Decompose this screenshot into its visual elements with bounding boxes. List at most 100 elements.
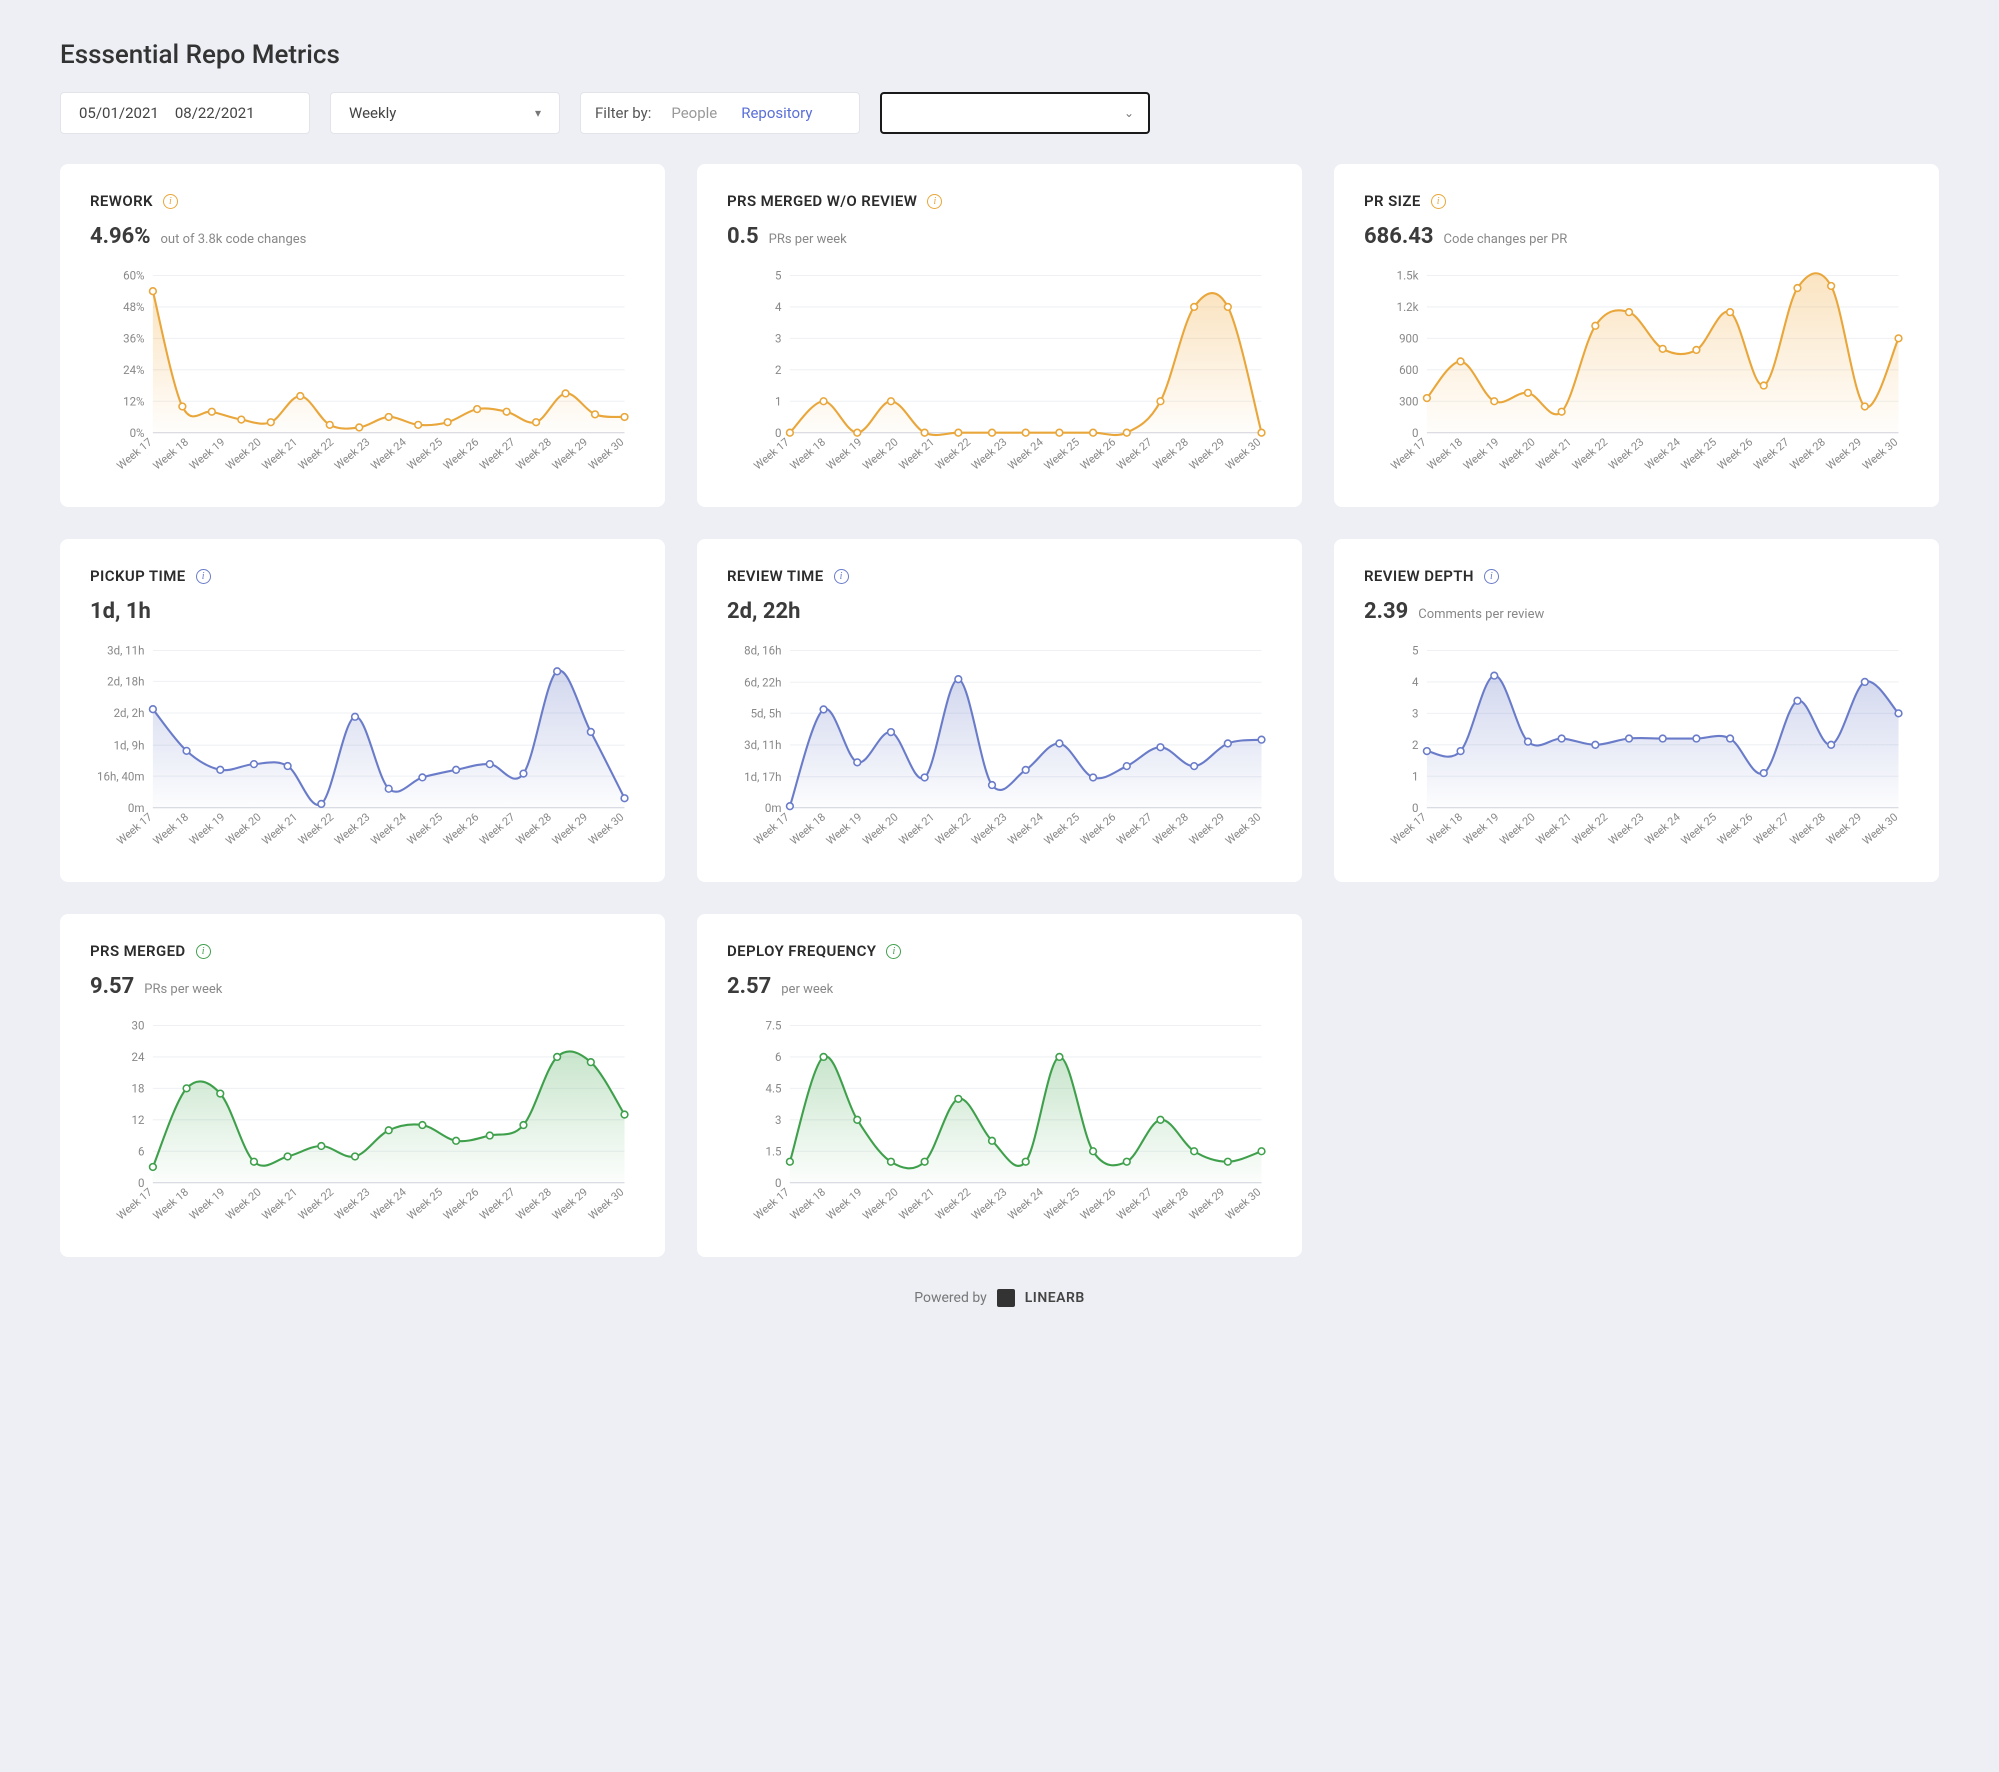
repository-select[interactable]: ⌄ <box>880 92 1150 134</box>
svg-text:Week 17: Week 17 <box>114 811 154 848</box>
svg-text:Week 17: Week 17 <box>1388 811 1428 848</box>
svg-text:Week 18: Week 18 <box>788 811 828 848</box>
svg-text:300: 300 <box>1399 394 1418 408</box>
controls-row: 05/01/2021 08/22/2021 Weekly ▾ Filter by… <box>60 92 1939 134</box>
svg-text:Week 24: Week 24 <box>1642 436 1682 473</box>
info-icon[interactable]: i <box>834 569 849 584</box>
svg-text:Week 27: Week 27 <box>477 436 517 473</box>
svg-text:Week 27: Week 27 <box>1114 1186 1154 1223</box>
svg-text:1d, 9h: 1d, 9h <box>114 738 145 752</box>
svg-text:Week 23: Week 23 <box>332 1186 372 1223</box>
svg-text:Week 24: Week 24 <box>1005 1186 1045 1223</box>
interval-select[interactable]: Weekly ▾ <box>330 92 560 134</box>
svg-text:900: 900 <box>1399 332 1418 346</box>
stat-value: 2.39 <box>1364 599 1408 624</box>
svg-text:4.5: 4.5 <box>766 1082 783 1096</box>
svg-text:1.5: 1.5 <box>766 1145 783 1159</box>
svg-text:Week 21: Week 21 <box>1533 811 1573 848</box>
svg-text:Week 25: Week 25 <box>1042 436 1082 473</box>
svg-text:Week 25: Week 25 <box>1679 811 1719 848</box>
svg-text:Week 30: Week 30 <box>1223 436 1263 473</box>
info-icon[interactable]: i <box>196 944 211 959</box>
stat-sub: per week <box>781 982 833 997</box>
svg-text:Week 24: Week 24 <box>1005 436 1045 473</box>
card-title: PR SIZE <box>1364 192 1421 210</box>
svg-text:1.2k: 1.2k <box>1397 300 1419 314</box>
svg-text:60%: 60% <box>123 269 144 283</box>
svg-text:48%: 48% <box>123 300 144 314</box>
svg-text:Week 19: Week 19 <box>187 436 227 473</box>
footer: Powered by LINEARB <box>60 1289 1939 1307</box>
info-icon[interactable]: i <box>163 194 178 209</box>
svg-text:Week 20: Week 20 <box>1497 436 1537 473</box>
svg-text:Week 18: Week 18 <box>788 1186 828 1223</box>
stat-sub: PRs per week <box>769 232 847 247</box>
svg-text:2: 2 <box>1412 738 1419 752</box>
svg-text:Week 26: Week 26 <box>441 1186 481 1223</box>
svg-text:Week 28: Week 28 <box>1150 436 1190 473</box>
svg-text:30: 30 <box>132 1019 145 1033</box>
svg-text:Week 18: Week 18 <box>151 1186 191 1223</box>
svg-text:Week 26: Week 26 <box>1715 436 1755 473</box>
stat-value: 2.57 <box>727 974 771 999</box>
svg-text:24%: 24% <box>123 363 144 377</box>
svg-text:Week 29: Week 29 <box>1187 436 1227 473</box>
svg-text:Week 20: Week 20 <box>860 811 900 848</box>
svg-text:3: 3 <box>775 1113 781 1127</box>
info-icon[interactable]: i <box>1484 569 1499 584</box>
svg-text:Week 26: Week 26 <box>441 436 481 473</box>
svg-text:Week 29: Week 29 <box>550 811 590 848</box>
svg-text:Week 19: Week 19 <box>187 1186 227 1223</box>
card-prs-merged: PRS MERGEDi9.57PRs per week0612182430Wee… <box>60 914 665 1257</box>
svg-text:4: 4 <box>775 300 782 314</box>
svg-text:2: 2 <box>775 363 782 377</box>
svg-text:Week 19: Week 19 <box>824 1186 864 1223</box>
info-icon[interactable]: i <box>1431 194 1446 209</box>
svg-text:Week 28: Week 28 <box>513 436 553 473</box>
card-deploy-frequency: DEPLOY FREQUENCYi2.57per week01.534.567.… <box>697 914 1302 1257</box>
svg-text:Week 17: Week 17 <box>751 811 791 848</box>
svg-text:Week 24: Week 24 <box>1642 811 1682 848</box>
svg-text:Week 21: Week 21 <box>259 1186 299 1223</box>
svg-text:Week 22: Week 22 <box>296 811 336 848</box>
card-title: PRS MERGED W/O REVIEW <box>727 192 917 210</box>
svg-text:Week 26: Week 26 <box>1078 811 1118 848</box>
svg-text:Week 29: Week 29 <box>1824 811 1864 848</box>
date-range-picker[interactable]: 05/01/2021 08/22/2021 <box>60 92 310 134</box>
svg-text:5d, 5h: 5d, 5h <box>751 706 782 720</box>
svg-text:Week 29: Week 29 <box>1187 1186 1227 1223</box>
svg-text:1d, 17h: 1d, 17h <box>744 770 781 784</box>
svg-text:Week 23: Week 23 <box>1606 436 1646 473</box>
info-icon[interactable]: i <box>886 944 901 959</box>
svg-text:5: 5 <box>775 269 782 283</box>
svg-text:Week 30: Week 30 <box>1860 436 1900 473</box>
svg-text:18: 18 <box>132 1082 145 1096</box>
svg-text:Week 19: Week 19 <box>1461 436 1501 473</box>
svg-text:Week 28: Week 28 <box>513 1186 553 1223</box>
page-title: Esssential Repo Metrics <box>60 40 1939 70</box>
filter-people[interactable]: People <box>671 104 717 122</box>
date-from: 05/01/2021 <box>79 104 159 122</box>
footer-prefix: Powered by <box>914 1290 987 1306</box>
svg-text:24: 24 <box>132 1050 145 1064</box>
info-icon[interactable]: i <box>927 194 942 209</box>
stat-value: 2d, 22h <box>727 599 800 624</box>
svg-text:Week 21: Week 21 <box>259 436 299 473</box>
svg-text:Week 21: Week 21 <box>896 1186 936 1223</box>
svg-text:Week 20: Week 20 <box>223 436 263 473</box>
svg-text:7.5: 7.5 <box>766 1019 783 1033</box>
svg-text:1: 1 <box>1412 770 1418 784</box>
filter-repository[interactable]: Repository <box>741 104 812 122</box>
svg-text:Week 20: Week 20 <box>223 1186 263 1223</box>
card-review-depth: REVIEW DEPTHi2.39Comments per review0123… <box>1334 539 1939 882</box>
info-icon[interactable]: i <box>196 569 211 584</box>
svg-text:Week 21: Week 21 <box>1533 436 1573 473</box>
svg-text:Week 30: Week 30 <box>1860 811 1900 848</box>
card-pr-size: PR SIZEi686.43Code changes per PR0300600… <box>1334 164 1939 507</box>
svg-text:Week 21: Week 21 <box>259 811 299 848</box>
filter-label: Filter by: <box>595 104 651 122</box>
svg-text:3d, 11h: 3d, 11h <box>744 738 781 752</box>
filter-box: Filter by: People Repository <box>580 92 860 134</box>
svg-text:Week 26: Week 26 <box>1078 436 1118 473</box>
svg-text:Week 28: Week 28 <box>1150 1186 1190 1223</box>
